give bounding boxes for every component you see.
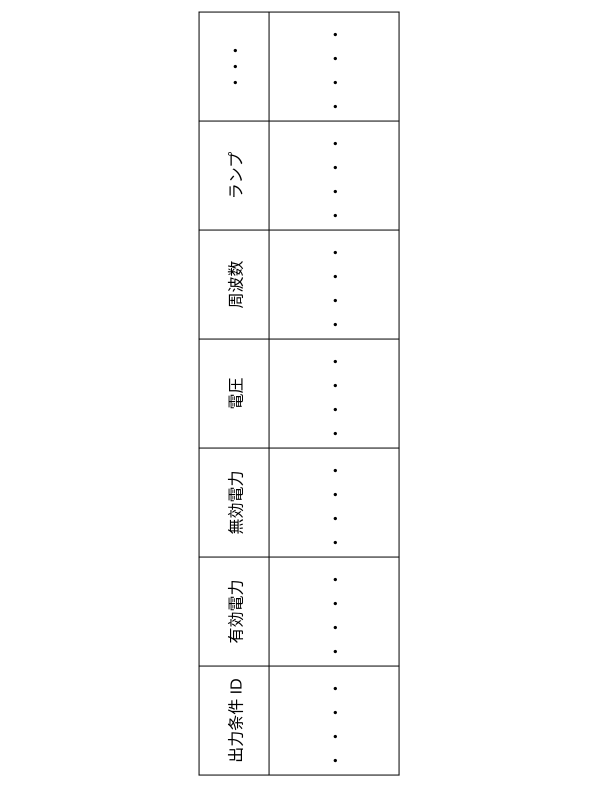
header-voltage: 電圧	[199, 339, 269, 448]
cell-id: ・・・・	[269, 666, 399, 775]
cell-etc: ・・・・	[269, 12, 399, 121]
header-ramp: ランプ	[199, 121, 269, 230]
cell-active-power: ・・・・	[269, 557, 399, 666]
header-etc: ・・・	[199, 12, 269, 121]
cell-voltage: ・・・・	[269, 339, 399, 448]
table-header-row: 出力条件 ID 有効電力 無効電力 電圧 周波数 ランプ ・・・	[199, 12, 269, 775]
output-conditions-table: 出力条件 ID 有効電力 無効電力 電圧 周波数 ランプ ・・・ ・・・・ ・・…	[199, 11, 400, 775]
header-output-condition-id: 出力条件 ID	[199, 666, 269, 775]
cell-ramp: ・・・・	[269, 121, 399, 230]
cell-reactive-power: ・・・・	[269, 448, 399, 557]
table-wrapper: 出力条件 ID 有効電力 無効電力 電圧 周波数 ランプ ・・・ ・・・・ ・・…	[199, 11, 400, 775]
header-reactive-power: 無効電力	[199, 448, 269, 557]
cell-frequency: ・・・・	[269, 230, 399, 339]
header-frequency: 周波数	[199, 230, 269, 339]
table-row: ・・・・ ・・・・ ・・・・ ・・・・ ・・・・ ・・・・ ・・・・	[269, 12, 399, 775]
header-active-power: 有効電力	[199, 557, 269, 666]
